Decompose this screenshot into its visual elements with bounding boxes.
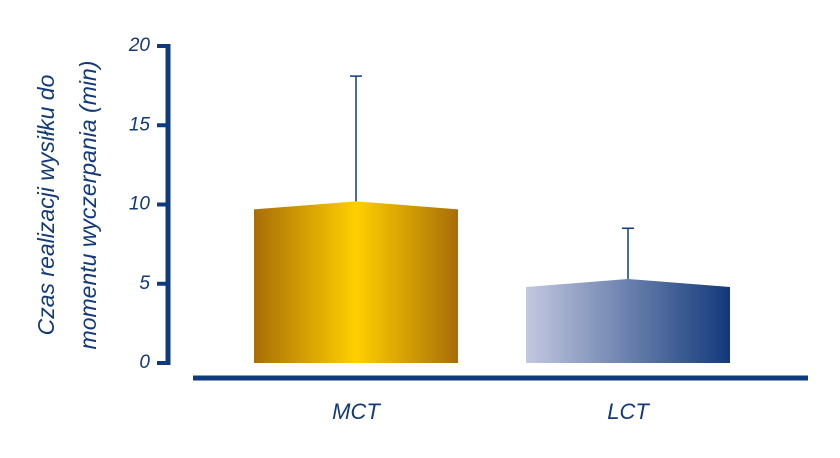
y-axis-title: Czas realizacji wysiłku do momentu wycze… (33, 61, 101, 350)
x-tick-label: MCT (332, 399, 381, 424)
bar (526, 278, 730, 363)
y-tick-label: 0 (139, 352, 150, 373)
y-axis-title-line: momentu wyczerpania (min) (75, 61, 101, 350)
y-tick-label: 20 (128, 35, 151, 56)
x-tick-label: LCT (607, 399, 650, 424)
y-tick-label: 10 (129, 194, 151, 215)
y-tick-label: 5 (139, 273, 150, 294)
y-tick-label: 15 (129, 114, 151, 135)
y-axis-title-line: Czas realizacji wysiłku do (33, 74, 59, 335)
bar (254, 201, 458, 363)
